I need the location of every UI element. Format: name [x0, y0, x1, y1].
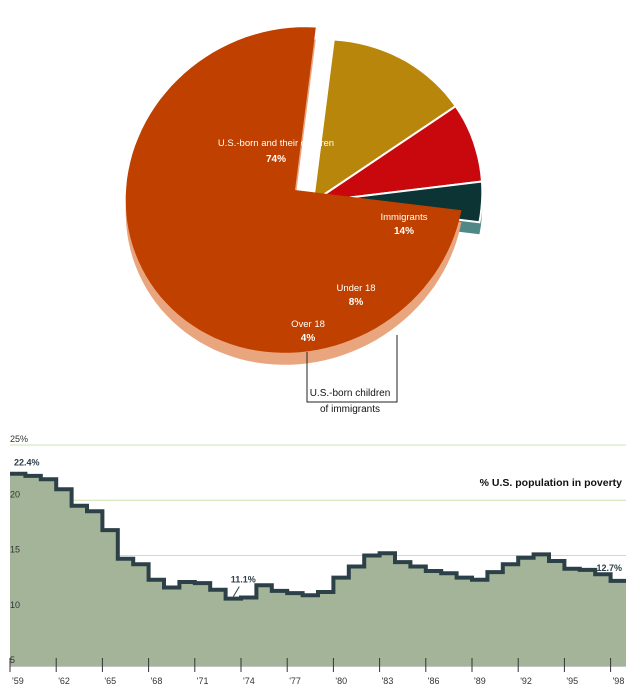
pie-slice-value: 74%	[266, 154, 286, 165]
pie-slice	[125, 27, 462, 353]
x-tick-label: '77	[289, 676, 301, 686]
x-tick-label: '98	[613, 676, 625, 686]
x-tick-label: '89	[474, 676, 486, 686]
x-tick-label: '68	[151, 676, 163, 686]
group-label-line-2: of immigrants	[320, 404, 380, 415]
pie-slice-label: Under 18	[336, 283, 375, 294]
pie-slice-value: 8%	[349, 297, 364, 308]
x-tick-label: '83	[382, 676, 394, 686]
data-annotation: 11.1%	[231, 575, 256, 585]
annotation-leader	[232, 586, 240, 597]
pie-chart: U.S.-born and their children 74% Immigrant…	[125, 27, 484, 415]
group-label-line-1: U.S.-born children	[310, 388, 391, 399]
poverty-area-fill	[10, 473, 626, 666]
pie-slice-label: Immigrants	[381, 212, 428, 223]
poverty-area-chart: 5 10 15 20 25% '59 '62 '65 '68 '71 '74 '77 '80 '83 '8…	[9, 434, 626, 686]
data-annotation: 12.7%	[596, 563, 622, 573]
x-tick-label: '71	[197, 676, 209, 686]
x-tick-label: '59	[12, 676, 24, 686]
pie-slice	[311, 38, 458, 205]
pie-slice-label: U.S.-born and their children	[218, 138, 334, 149]
x-tick-label: '86	[428, 676, 440, 686]
x-tick-label: '92	[520, 676, 532, 686]
data-annotation: 22.4%	[14, 458, 40, 468]
y-tick-label: 5	[10, 655, 15, 665]
x-tick-label: '74	[243, 676, 255, 686]
x-tick-label: '80	[335, 676, 347, 686]
x-tick-label: '65	[104, 676, 116, 686]
x-tick-label: '95	[566, 676, 578, 686]
y-tick-label: 15	[10, 545, 20, 555]
poverty-line	[10, 471, 626, 601]
pie-slice-value: 4%	[301, 333, 316, 344]
x-tick-label: '62	[58, 676, 70, 686]
pie-slice-value: 14%	[394, 226, 414, 237]
y-tick-label: 10	[10, 600, 20, 610]
y-tick-label: 25%	[10, 434, 28, 444]
group-bracket	[306, 335, 398, 403]
area-chart-title: % U.S. population in poverty	[480, 477, 623, 489]
y-tick-label: 20	[10, 489, 20, 499]
pie-slice	[312, 104, 484, 203]
pie-slice-label: Over 18	[291, 319, 325, 330]
